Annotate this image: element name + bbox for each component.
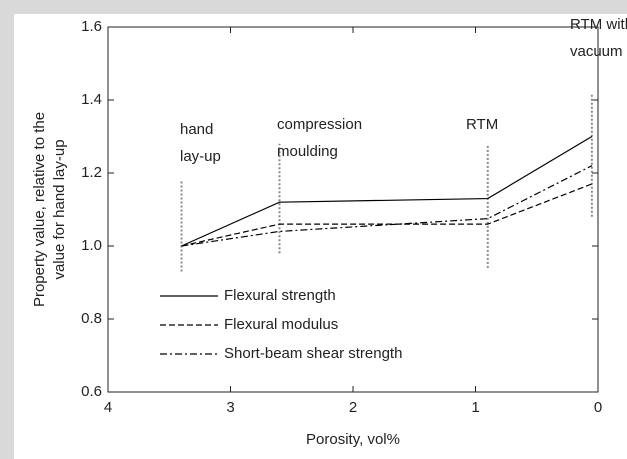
annotation: lay-up [180, 148, 221, 165]
y-tick-label: 0.6 [81, 383, 102, 400]
series-line [181, 183, 593, 247]
x-tick-label: 0 [594, 399, 602, 416]
annotation: hand [180, 121, 213, 138]
annotation: RTM with [570, 16, 627, 33]
series-line [181, 165, 593, 247]
panel [14, 14, 627, 459]
y-axis-label: value for hand lay-up [51, 139, 68, 279]
y-tick-label: 1.2 [81, 164, 102, 181]
legend-label: Flexural modulus [224, 316, 338, 333]
y-tick-label: 1.4 [81, 91, 102, 108]
y-tick-label: 1.6 [81, 18, 102, 35]
y-axis-label: Property value, relative to the [31, 112, 48, 307]
series-line [181, 135, 593, 247]
x-axis-label: Porosity, vol% [306, 431, 400, 448]
x-tick-label: 2 [349, 399, 357, 416]
y-tick-label: 1.0 [81, 237, 102, 254]
x-tick-label: 1 [471, 399, 479, 416]
x-tick-label: 3 [226, 399, 234, 416]
x-tick-label: 4 [104, 399, 112, 416]
y-tick-label: 0.8 [81, 310, 102, 327]
annotation: compression [277, 116, 362, 133]
legend-label: Flexural strength [224, 287, 336, 304]
annotation: vacuum [570, 43, 623, 60]
annotation: RTM [466, 116, 498, 133]
legend-label: Short-beam shear strength [224, 345, 402, 362]
annotation: moulding [277, 143, 338, 160]
